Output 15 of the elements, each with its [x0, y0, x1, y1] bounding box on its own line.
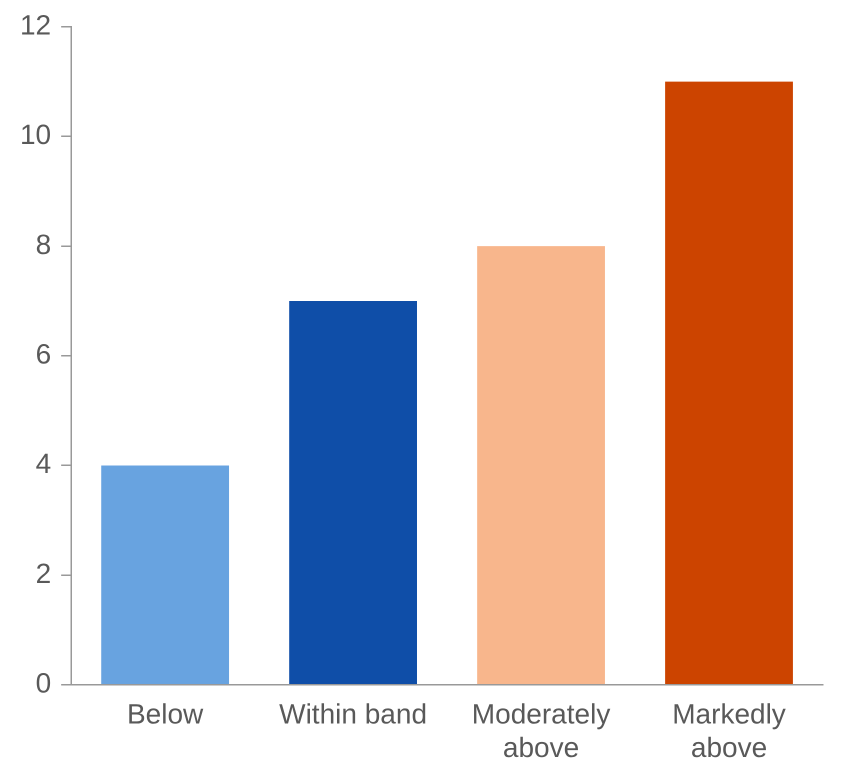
y-tick-label: 10 [20, 119, 52, 150]
y-tick-label: 6 [36, 338, 52, 370]
y-tick-label: 12 [20, 10, 52, 41]
x-tick-label: Markedly above [672, 698, 786, 763]
y-tick-label: 2 [36, 558, 52, 589]
bar [665, 82, 793, 684]
y-tick-label: 8 [36, 228, 52, 260]
x-tick-label: Below [126, 698, 204, 730]
bar [477, 246, 605, 684]
x-tick-label: Within band [279, 698, 428, 730]
bar [289, 300, 417, 684]
x-tick-label: Moderately above [472, 698, 610, 763]
y-tick-label: 0 [36, 668, 52, 699]
y-tick-label: 4 [36, 448, 52, 480]
bar [101, 465, 230, 684]
